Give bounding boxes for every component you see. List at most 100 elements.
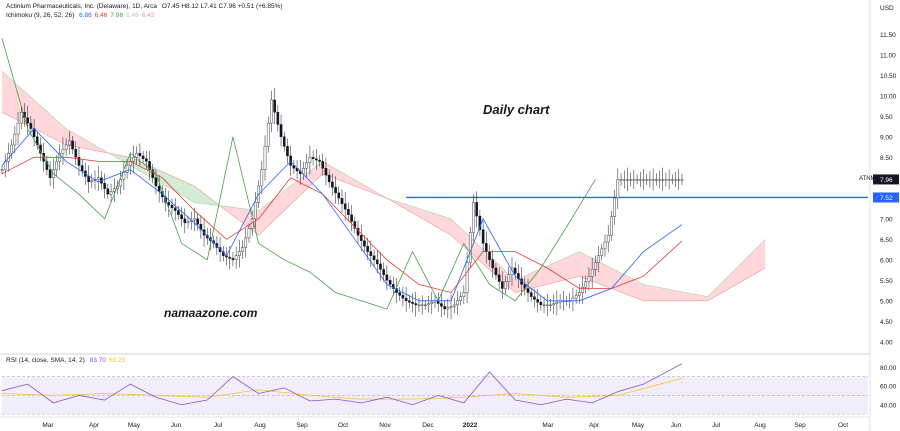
candle-body xyxy=(19,111,23,124)
cloud-segment xyxy=(582,253,586,279)
price-tick-label: 9.50 xyxy=(880,114,893,121)
cloud-segment xyxy=(232,207,237,218)
candle-body xyxy=(96,177,100,180)
candle-body xyxy=(228,256,232,259)
cloud-segment xyxy=(643,284,647,301)
cloud-segment xyxy=(662,288,666,301)
cloud-segment xyxy=(329,165,333,178)
cloud-segment xyxy=(351,178,355,186)
cloud-segment xyxy=(550,263,554,284)
candle-body xyxy=(366,245,369,252)
candle-body xyxy=(64,144,68,150)
candle-body xyxy=(664,179,668,181)
candle-body xyxy=(613,197,616,217)
candle-body xyxy=(597,255,600,263)
time-tick-label: Oct xyxy=(338,422,348,429)
cloud-segment xyxy=(733,268,737,287)
cloud-segment xyxy=(306,171,310,190)
cloud-segment xyxy=(11,79,15,119)
candle-body xyxy=(674,179,677,181)
candle-body xyxy=(71,140,74,150)
candle-body xyxy=(465,262,469,293)
candle-body xyxy=(135,152,139,158)
cloud-segment xyxy=(422,209,426,221)
candle-body xyxy=(456,300,459,306)
cloud-segment xyxy=(691,293,695,301)
candle-body xyxy=(241,247,244,252)
candle-body xyxy=(302,168,305,174)
candle-body xyxy=(677,179,681,181)
cloud-segment xyxy=(704,296,708,301)
candle-body xyxy=(173,207,177,211)
ichimoku-header[interactable]: Ichimoku (9, 26, 52, 26) 6.86 6.46 7.96 6.4… xyxy=(6,12,160,19)
rsi-value-1: 68.25 xyxy=(108,357,126,364)
candle-body xyxy=(414,303,418,306)
cloud-segment xyxy=(34,99,38,131)
cloud-segment xyxy=(614,269,618,291)
cloud-segment xyxy=(2,71,6,114)
cloud-segment xyxy=(415,207,419,217)
candle-body xyxy=(379,263,382,270)
cloud-segment xyxy=(569,254,573,279)
cloud-segment xyxy=(742,258,747,281)
cloud-segment xyxy=(537,268,541,287)
candle-body xyxy=(138,152,142,157)
candle-body xyxy=(122,172,126,180)
cloud-segment xyxy=(473,240,477,259)
candle-body xyxy=(671,179,674,181)
candle-body xyxy=(167,202,171,206)
cloud-segment xyxy=(239,208,243,223)
time-tick-label: Mar xyxy=(542,422,554,429)
price-tick-label: 4.50 xyxy=(880,319,893,326)
candle-body xyxy=(353,221,357,229)
cloud-segment xyxy=(460,228,464,247)
price-tick-label: 4.00 xyxy=(880,339,893,346)
cloud-segment xyxy=(418,208,423,219)
candle-body xyxy=(10,144,13,154)
cloud-segment xyxy=(162,171,166,186)
candle-body xyxy=(539,301,543,306)
cloud-segment xyxy=(736,264,740,285)
price-tick-label: 8.50 xyxy=(880,155,893,162)
candle-body xyxy=(478,215,482,230)
cloud-segment xyxy=(665,288,670,301)
rsi-pane xyxy=(1,363,868,415)
candle-body xyxy=(74,148,78,158)
candle-body xyxy=(263,146,267,170)
candle-body xyxy=(504,281,507,289)
cloud-segment xyxy=(717,283,721,296)
cloud-segment xyxy=(30,97,35,129)
cloud-segment xyxy=(191,184,195,203)
candle-body xyxy=(424,304,427,306)
cloud-segment xyxy=(483,249,487,267)
candle-body xyxy=(145,158,148,162)
candle-body xyxy=(632,179,636,181)
candle-body xyxy=(571,297,575,302)
cloud-segment xyxy=(268,200,272,226)
candle-body xyxy=(77,157,81,166)
cloud-segment xyxy=(723,277,727,292)
cloud-segment xyxy=(210,198,214,205)
cloud-segment xyxy=(656,286,660,301)
candle-body xyxy=(587,276,591,282)
rsi-header[interactable]: RSI (14, close, SMA, 14, 2) 83.70 68.25 xyxy=(6,357,131,364)
candle-body xyxy=(600,248,604,256)
candle-body xyxy=(119,178,122,187)
time-tick-label: Oct xyxy=(838,422,848,429)
candle-body xyxy=(13,133,17,146)
cloud-segment xyxy=(200,190,205,204)
cloud-segment xyxy=(297,178,301,199)
cloud-segment xyxy=(53,117,57,141)
cloud-segment xyxy=(627,276,631,296)
cloud-segment xyxy=(653,286,657,301)
candle-body xyxy=(635,179,639,181)
cloud-segment xyxy=(451,218,455,239)
cloud-segment xyxy=(236,207,240,221)
candle-body xyxy=(266,122,270,147)
cloud-segment xyxy=(585,254,589,280)
candle-body xyxy=(238,251,241,256)
candle-body xyxy=(193,218,196,221)
candle-body xyxy=(533,296,536,300)
